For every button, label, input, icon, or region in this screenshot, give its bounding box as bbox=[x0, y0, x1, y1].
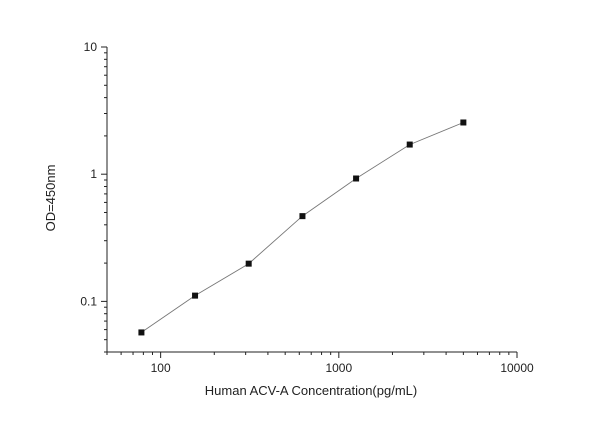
data-point bbox=[245, 260, 252, 267]
y-tick-label: 1 bbox=[90, 167, 97, 181]
y-axis-label: OD=450nm bbox=[43, 165, 58, 232]
data-point bbox=[406, 141, 413, 148]
data-point bbox=[460, 119, 467, 126]
tick-labels: 100 1000 10000 0.1 1 10 bbox=[80, 40, 534, 375]
axes bbox=[106, 47, 517, 353]
data-points bbox=[138, 119, 467, 336]
y-tick-label: 0.1 bbox=[80, 294, 97, 308]
data-point bbox=[353, 175, 360, 182]
fitted-curve-line bbox=[141, 122, 464, 333]
x-tick-label: 100 bbox=[151, 361, 171, 375]
data-point bbox=[299, 213, 306, 220]
ticks bbox=[101, 46, 518, 358]
data-point bbox=[192, 292, 199, 299]
y-tick-label: 10 bbox=[84, 40, 98, 54]
x-axis-label: Human ACV-A Concentration(pg/mL) bbox=[205, 383, 417, 398]
data-point bbox=[138, 329, 145, 336]
x-tick-label: 1000 bbox=[325, 361, 352, 375]
x-tick-label: 10000 bbox=[500, 361, 534, 375]
